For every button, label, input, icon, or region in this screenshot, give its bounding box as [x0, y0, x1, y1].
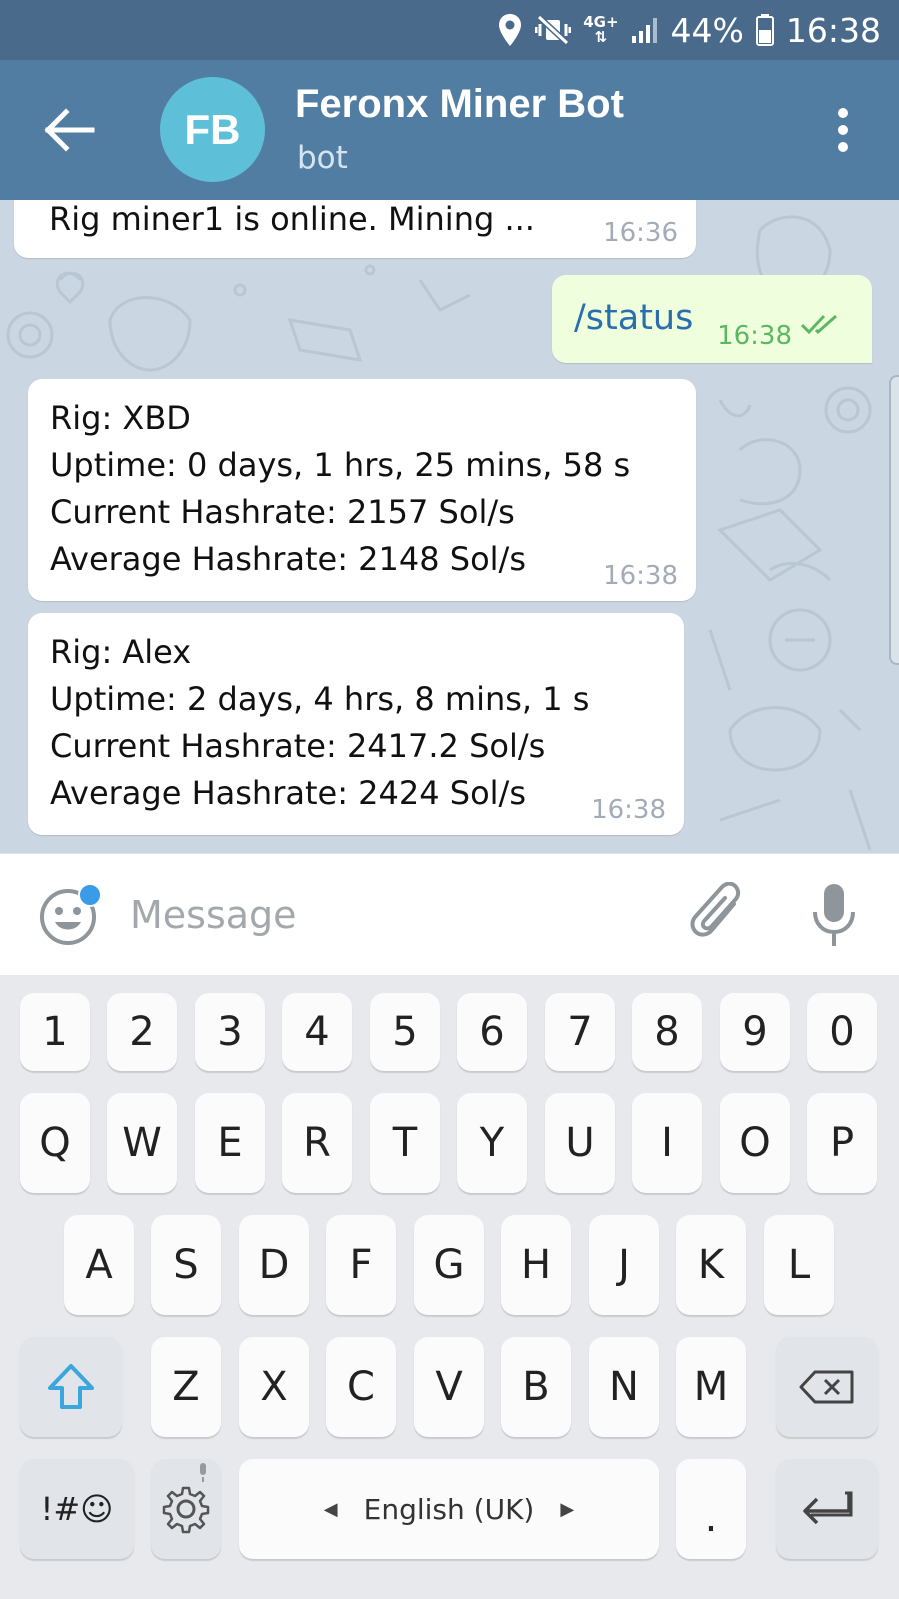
status-bar: 4G+ ⇅ 44% 16:38: [0, 0, 899, 60]
message-text: Current Hashrate: 2417.2 Sol/s: [50, 727, 546, 765]
period-key[interactable]: .: [676, 1459, 746, 1559]
key-v[interactable]: V: [414, 1337, 484, 1437]
vibrate-mute-icon: [535, 15, 572, 45]
key-f[interactable]: F: [326, 1215, 396, 1315]
space-key[interactable]: ◀ English (UK) ▶: [239, 1459, 659, 1559]
left-arrow-icon: ◀: [323, 1498, 338, 1520]
backspace-icon: [799, 1370, 854, 1404]
message-text: Uptime: 0 days, 1 hrs, 25 mins, 58 s: [50, 446, 631, 484]
key-r[interactable]: R: [282, 1093, 352, 1193]
key-l[interactable]: L: [764, 1215, 834, 1315]
key-j[interactable]: J: [589, 1215, 659, 1315]
location-icon: [497, 13, 523, 47]
chat-title[interactable]: Feronx Miner Bot: [295, 82, 624, 126]
key-k[interactable]: K: [676, 1215, 746, 1315]
emoji-button[interactable]: [38, 887, 98, 947]
voice-record-button[interactable]: [810, 882, 858, 950]
chat-area[interactable]: Rig miner1 is online. Mining ... 16:36 /…: [0, 200, 899, 853]
key-c[interactable]: C: [326, 1337, 396, 1437]
key-h[interactable]: H: [501, 1215, 571, 1315]
notification-dot: [78, 883, 102, 907]
clock: 16:38: [785, 10, 881, 50]
double-check-icon: [800, 302, 840, 349]
message-text: Average Hashrate: 2424 Sol/s: [50, 774, 526, 812]
key-d[interactable]: D: [239, 1215, 309, 1315]
message-text: Uptime: 2 days, 4 hrs, 8 mins, 1 s: [50, 680, 590, 718]
message-text: Rig miner1 is online. Mining ...: [49, 200, 535, 238]
paperclip-icon: [690, 881, 741, 937]
chat-header: FB Feronx Miner Bot bot: [0, 60, 899, 200]
key-u[interactable]: U: [545, 1093, 615, 1193]
symbols-key[interactable]: !#☺: [20, 1459, 134, 1559]
key-q[interactable]: Q: [20, 1093, 90, 1193]
space-label: English (UK): [363, 1492, 535, 1526]
key-y[interactable]: Y: [457, 1093, 527, 1193]
smiley-icon: [40, 889, 96, 945]
message-text: Average Hashrate: 2148 Sol/s: [50, 540, 526, 578]
message-input-bar: [0, 853, 899, 975]
key-7[interactable]: 7: [545, 993, 615, 1071]
key-t[interactable]: T: [370, 1093, 440, 1193]
shift-key[interactable]: [20, 1337, 122, 1437]
message-bubble[interactable]: Rig: Alex Uptime: 2 days, 4 hrs, 8 mins,…: [28, 613, 684, 835]
key-m[interactable]: M: [676, 1337, 746, 1437]
message-bubble[interactable]: Rig: XBD Uptime: 0 days, 1 hrs, 25 mins,…: [28, 379, 696, 601]
message-text: /status: [574, 298, 694, 338]
message-text: Rig: Alex: [50, 633, 192, 671]
key-a[interactable]: A: [64, 1215, 134, 1315]
key-o[interactable]: O: [720, 1093, 790, 1193]
scrollbar[interactable]: [889, 375, 899, 665]
keyboard: 1 2 3 4 5 6 7 8 9 0 Q W E R T Y U I O P …: [0, 975, 899, 1599]
chat-background-pattern: [6, 215, 872, 851]
key-s[interactable]: S: [151, 1215, 221, 1315]
key-g[interactable]: G: [414, 1215, 484, 1315]
backspace-key[interactable]: [776, 1337, 878, 1437]
message-text: Current Hashrate: 2157 Sol/s: [50, 493, 515, 531]
avatar[interactable]: FB: [160, 77, 265, 182]
key-b[interactable]: B: [501, 1337, 571, 1437]
message-text: Rig: XBD: [50, 399, 191, 437]
attach-button[interactable]: [690, 881, 748, 948]
mic-small-icon: [200, 1463, 206, 1482]
key-e[interactable]: E: [195, 1093, 265, 1193]
message-time: 16:38: [717, 321, 792, 351]
key-p[interactable]: P: [807, 1093, 877, 1193]
microphone-icon: [813, 884, 855, 946]
key-0[interactable]: 0: [807, 993, 877, 1071]
network-type-icon: 4G+ ⇅: [583, 13, 619, 46]
key-6[interactable]: 6: [457, 993, 527, 1071]
enter-icon: [803, 1491, 853, 1525]
key-x[interactable]: X: [239, 1337, 309, 1437]
battery-percent: 44%: [670, 10, 744, 50]
right-arrow-icon: ▶: [560, 1498, 575, 1520]
chat-subtitle: bot: [297, 140, 348, 176]
message-bubble[interactable]: Rig miner1 is online. Mining ... 16:36: [14, 200, 696, 258]
key-2[interactable]: 2: [107, 993, 177, 1071]
key-n[interactable]: N: [589, 1337, 659, 1437]
back-button[interactable]: [40, 105, 100, 155]
key-i[interactable]: I: [632, 1093, 702, 1193]
key-8[interactable]: 8: [632, 993, 702, 1071]
message-input[interactable]: [130, 884, 650, 946]
enter-key[interactable]: [776, 1459, 878, 1559]
back-arrow-icon: [44, 108, 95, 152]
key-5[interactable]: 5: [370, 993, 440, 1071]
more-menu-icon[interactable]: [837, 108, 849, 152]
key-4[interactable]: 4: [282, 993, 352, 1071]
key-w[interactable]: W: [107, 1093, 177, 1193]
message-time: 16:38: [591, 795, 666, 825]
key-1[interactable]: 1: [20, 993, 90, 1071]
settings-key[interactable]: [151, 1459, 221, 1559]
key-3[interactable]: 3: [195, 993, 265, 1071]
key-9[interactable]: 9: [720, 993, 790, 1071]
outgoing-message-bubble[interactable]: /status 16:38: [552, 275, 872, 363]
battery-icon: [755, 14, 774, 46]
key-z[interactable]: Z: [151, 1337, 221, 1437]
message-time: 16:36: [603, 218, 678, 248]
shift-arrow-icon: [48, 1364, 94, 1409]
message-time: 16:38: [603, 561, 678, 591]
signal-icon: [631, 16, 659, 44]
gear-icon: [162, 1486, 210, 1534]
